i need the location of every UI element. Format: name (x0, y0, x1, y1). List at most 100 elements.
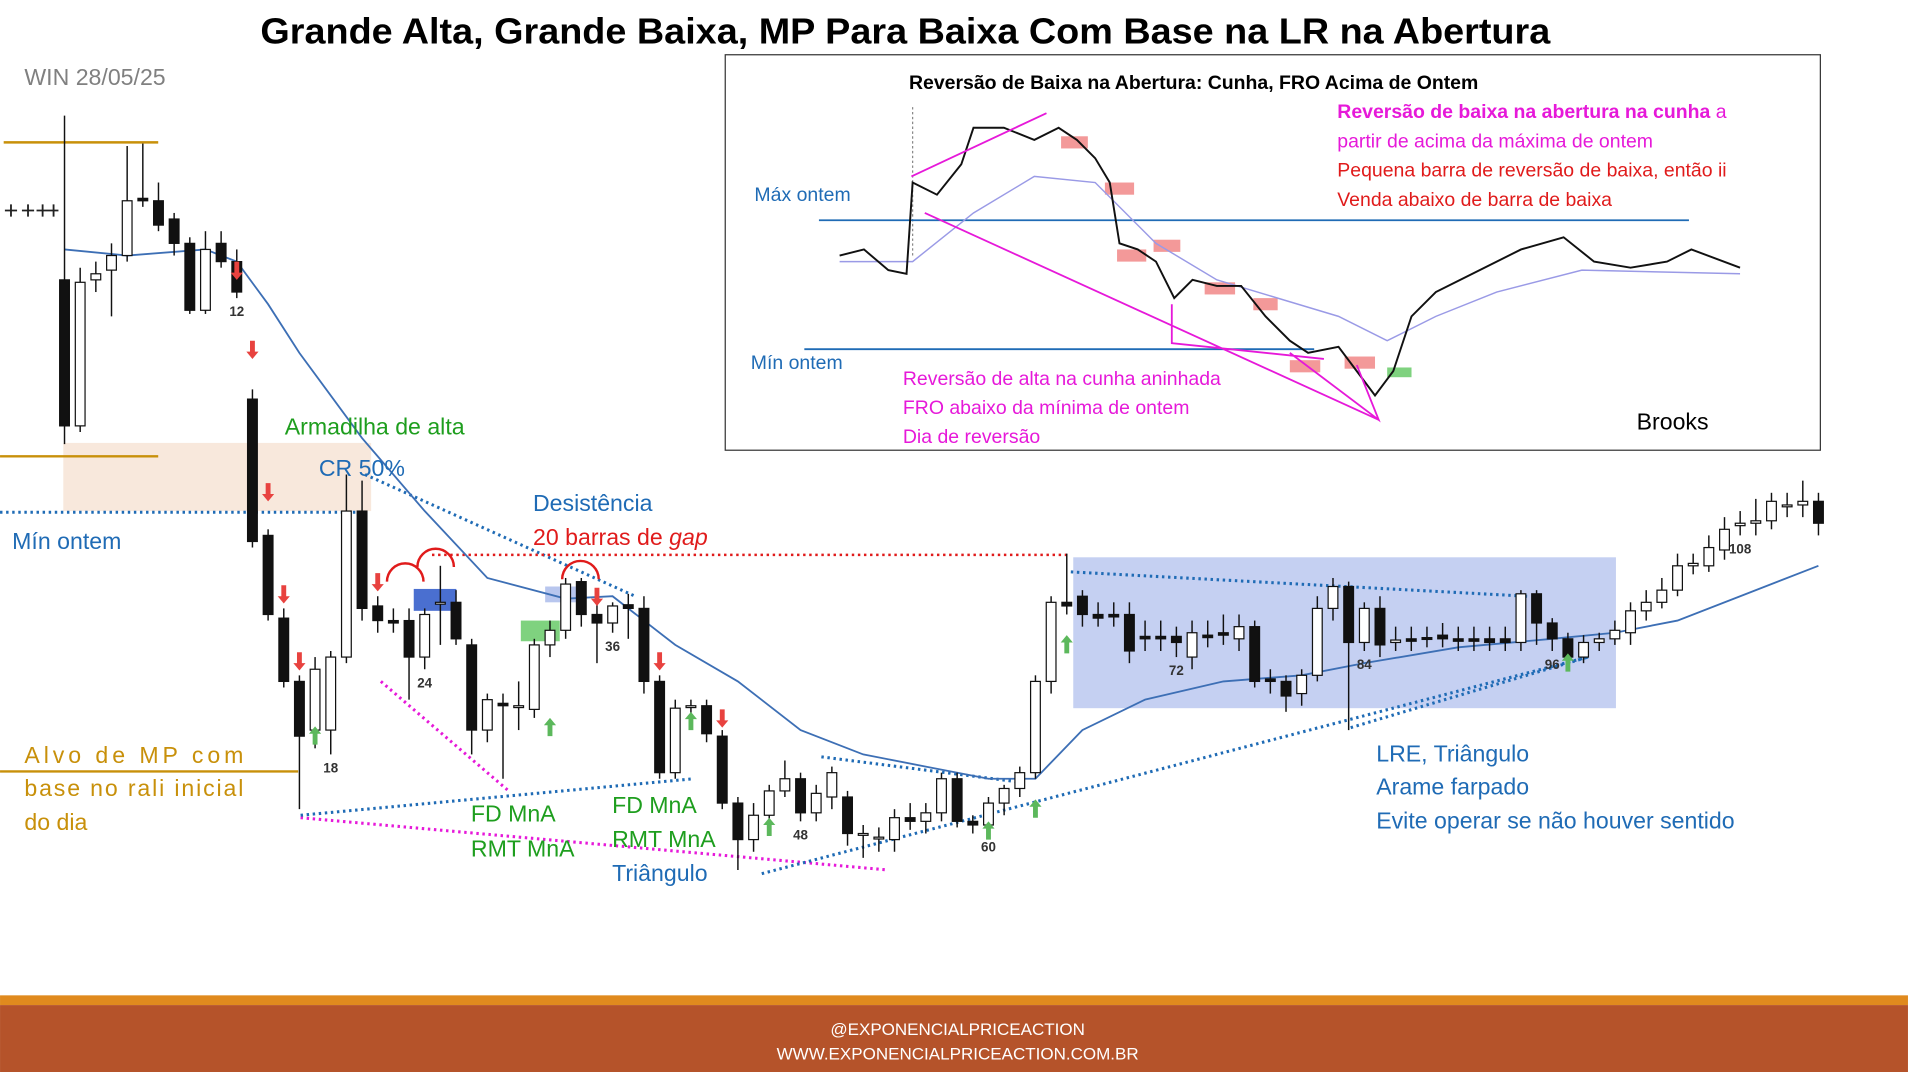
candle-body (544, 629, 556, 646)
candle-body (1672, 565, 1683, 591)
buy-arrow (1561, 653, 1574, 672)
arc (385, 547, 600, 582)
candle-body (325, 656, 337, 731)
annotation: Arame farpado (1376, 774, 1529, 800)
trend-line (1350, 655, 1589, 730)
candle-body (1327, 585, 1339, 610)
title: Grande Alta, Grande Baixa, MP Para Baixa… (260, 11, 1551, 52)
candle-body (1311, 607, 1323, 676)
candle-body (1343, 585, 1355, 644)
candle-body (1640, 601, 1652, 612)
bar-number: 96 (1545, 657, 1560, 672)
candle-body (387, 619, 399, 624)
candle-body (1750, 520, 1762, 524)
trend-line (300, 777, 694, 817)
annotation-text: 20 barras de (533, 524, 663, 550)
annotation: Evite operar se não houver sentido (1376, 808, 1734, 834)
bar-number: 12 (229, 304, 244, 319)
candle-body (779, 778, 791, 792)
candle-body (137, 197, 149, 202)
candle-body (1781, 504, 1793, 508)
inset: Reversão de Baixa na Abertura: Cunha, FR… (724, 54, 1821, 451)
sell-arrow (262, 483, 275, 502)
candle-body (685, 705, 697, 709)
candle-body (1280, 680, 1292, 697)
candle-body (1123, 613, 1135, 652)
candle-body (701, 705, 713, 735)
candle-body (1076, 595, 1088, 616)
candle-body (1766, 500, 1777, 522)
sell-arrow (371, 573, 384, 592)
candle-body (1264, 678, 1276, 683)
candle-body (262, 534, 274, 616)
inset-note: Dia de reversão (903, 426, 1040, 448)
candle-body (121, 200, 133, 257)
candle-body (419, 613, 431, 658)
candle-body (842, 796, 854, 835)
candle-body (481, 699, 493, 731)
candle-body (340, 510, 352, 658)
candle-body (826, 772, 838, 798)
candle-body (278, 617, 290, 683)
candle-body (372, 605, 384, 622)
sell-arrow (246, 340, 259, 359)
candle-body (1139, 635, 1151, 640)
annotation: do dia (24, 809, 87, 835)
buy-arrow (1060, 635, 1073, 654)
candle-body (560, 583, 572, 631)
inset-highlights (1061, 136, 1376, 373)
bar-number: 36 (605, 639, 620, 654)
candle-body (184, 242, 196, 311)
wedge-line (379, 680, 510, 793)
candle-body (763, 790, 775, 816)
candle-body (293, 680, 305, 737)
candle-body (1719, 528, 1730, 551)
candle-body (59, 279, 70, 427)
candle-body (153, 200, 164, 226)
sell-arrow (293, 652, 306, 671)
candle-body (1687, 562, 1699, 567)
annotation: base no rali inicial (24, 775, 243, 801)
candle-body (1029, 680, 1041, 774)
annotation: Alvo de MP com (24, 742, 243, 768)
candle-body (106, 254, 117, 271)
candle-body (1390, 639, 1402, 644)
inset-note: partir de acima da máxima de ontem (1337, 131, 1653, 153)
inset-note-bold: Reversão de baixa na abertura na cunha (1337, 101, 1710, 123)
highlight (413, 588, 457, 611)
inset-note: Reversão de alta na cunha aninhada (903, 368, 1221, 390)
annotation: RMT MnA (471, 836, 575, 862)
candle-body (1374, 607, 1386, 646)
bar-number: 72 (1169, 663, 1184, 678)
footer-stripe (0, 995, 1908, 1006)
annotation: Desistência (533, 490, 653, 516)
candle-body (1108, 613, 1120, 618)
candles: 12 18 24 36 48 60 72 84 96 108 (59, 115, 1824, 871)
candle-body (716, 735, 728, 804)
candle-body (873, 836, 885, 840)
sell-arrow (716, 709, 729, 728)
annotation: Armadilha de alta (285, 413, 465, 439)
candle-body (967, 820, 979, 826)
candle-body (591, 613, 603, 624)
candle-body (1186, 632, 1198, 658)
candle-body (403, 619, 415, 658)
buy-arrow (308, 726, 322, 745)
candle-body (246, 398, 258, 543)
candle-body (622, 604, 634, 610)
candle-body (1437, 634, 1449, 640)
buy-arrow (684, 711, 698, 731)
candle-body (1515, 593, 1527, 644)
annotation: RMT MnA (612, 826, 716, 852)
annotation-emphasis: gap (669, 524, 708, 550)
annotation: LRE, Triângulo (1376, 741, 1529, 767)
candle-body (497, 702, 509, 707)
inset-label: Mín ontem (751, 352, 843, 374)
candle-body (1484, 638, 1496, 644)
candle-body (199, 248, 211, 311)
candle-body (1531, 593, 1543, 624)
annotation: 20 barras de gap (533, 524, 708, 550)
inset-author: Brooks (1637, 409, 1709, 435)
annotation: FD MnA (471, 800, 556, 826)
candle-body (1249, 626, 1261, 683)
